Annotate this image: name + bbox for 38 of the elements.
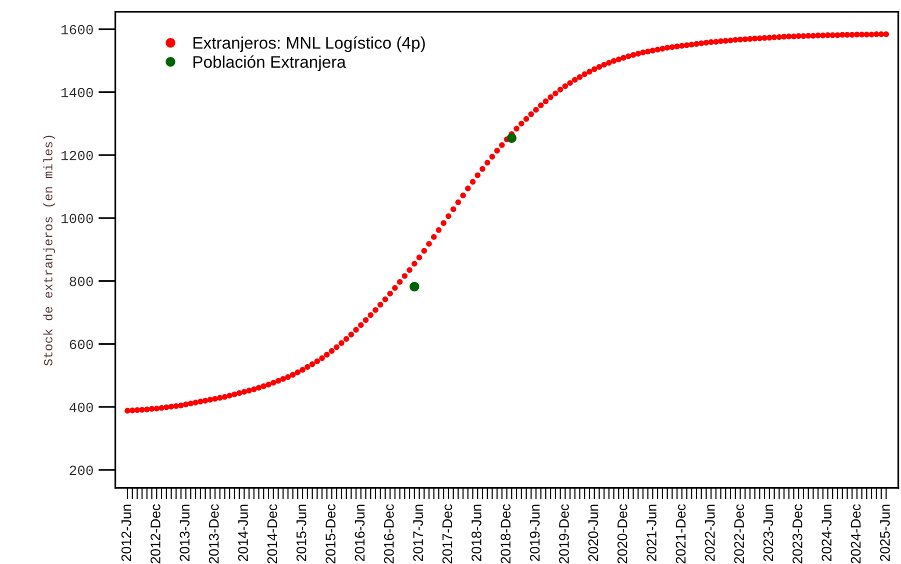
x-tick-label: 2022-Jun <box>704 504 715 562</box>
y-tick-label: 1000 <box>61 214 93 224</box>
x-tick-label: 2025-Jun <box>880 504 890 562</box>
y-tick-label: 1400 <box>61 88 93 98</box>
y-tick-label: 600 <box>70 340 93 350</box>
x-tick-label: 2013-Jun <box>180 504 190 562</box>
legend-label: Población Extranjera <box>194 55 346 72</box>
x-tick-label: 2015-Jun <box>296 504 306 562</box>
x-tick-label: 2024-Dec <box>850 504 861 564</box>
x-tick-label: 2019-Dec <box>559 504 569 564</box>
x-tick-label: 2012-Jun <box>121 504 132 562</box>
x-tick-label: 2018-Jun <box>472 504 482 562</box>
x-tick-label: 2022-Dec <box>734 504 744 564</box>
x-tick-label: 2023-Dec <box>792 504 802 564</box>
x-tick-label: 2014-Jun <box>238 504 248 562</box>
x-tick-label: 2023-Jun <box>763 504 774 562</box>
x-tick-label: 2016-Dec <box>384 504 394 564</box>
x-tick-label: 2017-Jun <box>413 504 424 562</box>
x-tick-label: 2021-Jun <box>646 504 656 562</box>
x-tick-label: 2024-Jun <box>822 504 832 562</box>
x-tick-label: 2012-Dec <box>150 504 160 564</box>
y-tick-label: 400 <box>69 402 93 412</box>
x-tick-label: 2014-Dec <box>267 504 278 564</box>
x-tick-label: 2020-Jun <box>588 504 598 562</box>
x-tick-label: 2020-Dec <box>617 504 628 564</box>
x-tick-label: 2017-Dec <box>442 504 452 564</box>
y-axis-title: Stock de extranjeros (en miles) <box>43 136 55 366</box>
x-tick-label: 2013-Dec <box>208 504 219 564</box>
y-tick-label: 800 <box>70 276 93 286</box>
x-tick-label: 2019-Jun <box>530 504 540 562</box>
x-tick-label: 2021-Dec <box>676 504 686 564</box>
y-tick-label: 1200 <box>61 150 93 160</box>
x-tick-label: 2015-Dec <box>326 504 336 564</box>
y-tick-label: 200 <box>70 466 93 476</box>
x-tick-label: 2018-Dec <box>500 504 511 564</box>
legend-label: Extranjeros: MNL Logístico (4p) <box>194 36 425 52</box>
y-tick-label: 1600 <box>61 24 93 34</box>
x-tick-label: 2016-Jun <box>354 504 365 562</box>
